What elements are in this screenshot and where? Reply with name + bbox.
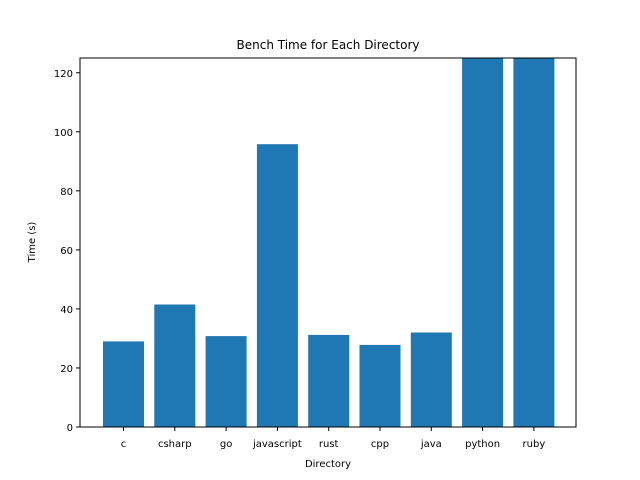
x-axis: c csharp go javascript rust cpp java python ruby [121,427,546,450]
y-tick-label-60: 60 [60,246,73,257]
x-tick-label-go: go [220,439,232,450]
y-axis: 0 20 40 60 80 100 120 [54,69,80,434]
plot-frame [79,57,577,428]
y-tick-label-120: 120 [54,69,73,80]
bar-python [462,58,504,427]
bar-cpp [359,344,401,427]
y-tick-label-80: 80 [60,187,73,198]
x-tick-label-python: python [465,439,500,450]
y-tick-label-100: 100 [54,128,73,139]
x-tick-label-java: java [420,439,442,450]
x-tick-label-ruby: ruby [523,439,546,450]
bar-csharp [154,304,196,427]
bar-javascript [256,144,298,427]
chart-title: Bench Time for Each Directory [237,38,420,52]
bar-c [103,341,144,427]
bars-group [103,58,555,427]
y-tick-label-0: 0 [67,423,73,434]
bar-ruby [513,58,555,427]
x-tick-label-rust: rust [319,439,339,450]
x-tick-label-cpp: cpp [371,439,389,450]
x-axis-label: Directory [305,459,351,470]
x-tick-label-c: c [121,439,127,450]
x-tick-label-javascript: javascript [252,439,302,450]
y-tick-label-40: 40 [60,305,73,316]
bar-go [205,336,247,427]
bar-rust [308,334,350,427]
y-axis-label: Time (s) [27,222,38,264]
x-tick-label-csharp: csharp [158,439,192,450]
bar-java [410,332,452,427]
y-tick-label-20: 20 [60,364,73,375]
